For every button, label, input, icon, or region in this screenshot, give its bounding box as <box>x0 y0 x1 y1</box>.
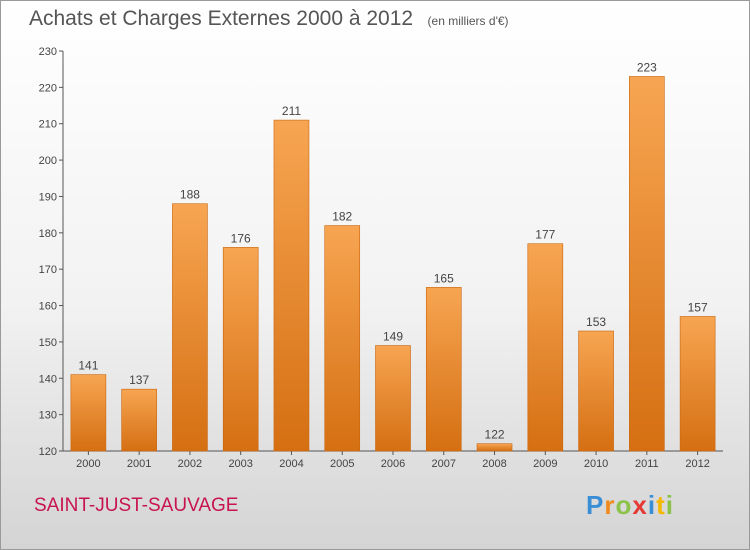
bars <box>70 76 716 452</box>
bar-2004 <box>273 119 310 452</box>
value-label-2004: 211 <box>282 104 301 118</box>
logo-letter-6: i <box>665 490 674 520</box>
x-tick-label-2010: 2010 <box>584 458 608 470</box>
y-tick-label: 230 <box>39 46 57 58</box>
bar-2012 <box>679 316 716 452</box>
logo-letter-0: P <box>586 490 605 520</box>
value-label-2006: 149 <box>383 330 403 344</box>
value-label-2008: 122 <box>485 428 505 442</box>
bar-2002 <box>172 203 208 452</box>
bar-2007 <box>425 287 462 452</box>
chart-title: Achats et Charges Externes 2000 à 2012 <box>29 7 414 30</box>
value-label-2003: 176 <box>231 231 251 245</box>
value-label-2010: 153 <box>586 315 606 329</box>
logo-letter-2: o <box>615 490 633 520</box>
value-label-2012: 157 <box>688 300 708 314</box>
x-tick-label-2011: 2011 <box>635 458 659 470</box>
proxiti-logo: Proxiti <box>586 490 674 521</box>
value-label-2011: 223 <box>637 60 657 74</box>
x-tick-label-2009: 2009 <box>533 458 557 470</box>
y-tick-label: 200 <box>39 155 57 167</box>
y-tick-label: 160 <box>39 301 57 313</box>
x-tick-label-2004: 2004 <box>279 458 303 470</box>
y-tick-label: 210 <box>39 119 57 131</box>
x-tick-label-2012: 2012 <box>685 458 709 470</box>
bar-2010 <box>578 330 614 452</box>
bar-2008 <box>476 443 513 452</box>
logo-letter-4: i <box>647 490 657 520</box>
x-tick-label-2005: 2005 <box>330 458 354 470</box>
commune-name: SAINT-JUST-SAUVAGE <box>34 495 239 516</box>
x-tick-label-2000: 2000 <box>76 458 100 470</box>
y-tick-label: 120 <box>39 446 57 458</box>
value-label-2005: 182 <box>332 210 352 224</box>
chart-unit: (en milliers d'€) <box>427 14 509 28</box>
bar-2005 <box>324 225 361 452</box>
y-tick-label: 130 <box>39 410 57 422</box>
title-row: Achats et Charges Externes 2000 à 2012 (… <box>29 7 509 31</box>
bar-2001 <box>121 388 157 452</box>
logo-letter-1: r <box>604 490 616 520</box>
x-tick-label-2002: 2002 <box>178 458 202 470</box>
x-tick-label-2003: 2003 <box>228 458 252 470</box>
bar-2003 <box>222 247 259 452</box>
x-tick-label-2001: 2001 <box>127 458 151 470</box>
value-label-2000: 141 <box>78 359 98 373</box>
y-tick-label: 150 <box>39 337 57 349</box>
value-label-2007: 165 <box>434 271 454 285</box>
bar-2000 <box>70 374 107 452</box>
y-tick-label: 180 <box>39 228 57 240</box>
x-tick-label-2006: 2006 <box>381 458 405 470</box>
y-tick-label: 140 <box>39 373 57 385</box>
y-tick-label: 190 <box>39 191 57 203</box>
value-label-2009: 177 <box>535 228 555 242</box>
bar-2011 <box>629 76 665 452</box>
value-label-2001: 137 <box>129 373 149 387</box>
bar-2009 <box>527 243 564 452</box>
logo-letter-3: x <box>632 490 648 520</box>
logo-letter-5: t <box>656 490 666 520</box>
y-tick-label: 220 <box>39 82 57 94</box>
y-tick-label: 170 <box>39 264 57 276</box>
bar-2006 <box>375 345 411 452</box>
x-tick-label-2008: 2008 <box>482 458 506 470</box>
value-labels: 141 137 188 176 211 182 149 165 122 177 153 223 157 <box>78 60 708 441</box>
value-label-2002: 188 <box>180 188 200 202</box>
x-tick-label-2007: 2007 <box>432 458 456 470</box>
